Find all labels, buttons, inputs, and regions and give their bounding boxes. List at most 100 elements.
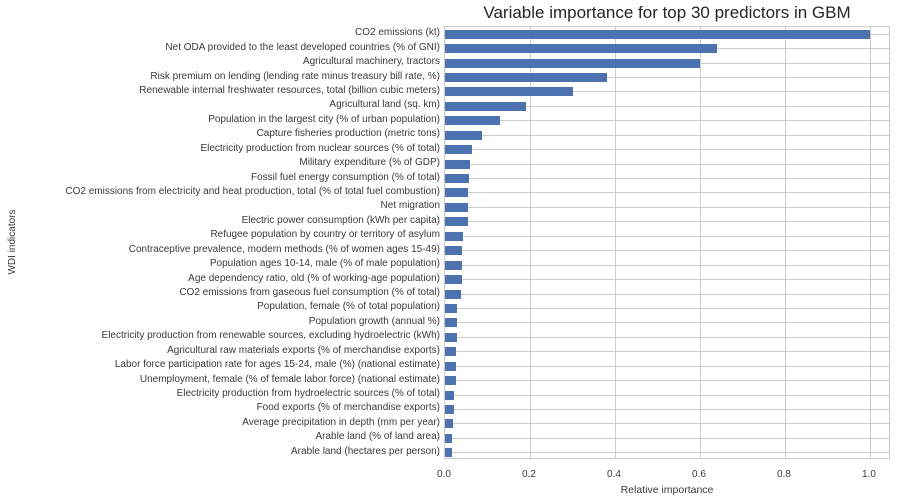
- y-tick-label: Age dependency ratio, old (% of working-…: [188, 272, 440, 284]
- y-tick-label: Arable land (% of land area): [315, 431, 440, 443]
- x-tick-label: 0.8: [777, 469, 791, 480]
- y-gridline: [445, 351, 889, 353]
- x-gridline: [785, 27, 786, 458]
- y-tick-label: Fossil fuel energy consumption (% of tot…: [251, 171, 440, 183]
- y-gridline: [445, 221, 889, 223]
- importance-bar: [445, 29, 870, 39]
- importance-bar: [445, 361, 457, 371]
- importance-bar: [445, 58, 700, 68]
- y-tick-label: Arable land (hectares per person): [291, 445, 440, 457]
- importance-bar: [445, 159, 471, 169]
- y-tick-labels: CO2 emissions (kt) Net ODA provided to th…: [0, 26, 440, 459]
- importance-bar: [445, 174, 470, 184]
- y-tick-label: Population, female (% of total populatio…: [257, 301, 440, 313]
- y-gridline: [445, 192, 889, 194]
- y-gridline: [445, 279, 889, 281]
- y-tick-label: Labor force participation rate for ages …: [114, 359, 440, 371]
- y-tick-label: Unemployment, female (% of female labor …: [139, 373, 440, 385]
- y-gridline: [445, 408, 889, 410]
- y-gridline: [445, 264, 889, 266]
- y-tick-label: Population growth (annual %): [308, 315, 440, 327]
- y-gridline: [445, 235, 889, 237]
- importance-bar: [445, 275, 462, 285]
- importance-bar: [445, 130, 482, 140]
- importance-bar: [445, 347, 457, 357]
- y-tick-label: Risk premium on lending (lending rate mi…: [150, 70, 440, 82]
- x-gridline: [870, 27, 871, 458]
- y-tick-label: Electricity production from hydroelectri…: [176, 388, 440, 400]
- x-gridline: [700, 27, 701, 458]
- y-gridline: [445, 437, 889, 439]
- y-tick-label: Renewable internal freshwater resources,…: [139, 84, 440, 96]
- importance-bar: [445, 332, 457, 342]
- y-gridline: [445, 149, 889, 151]
- y-tick-label: Military expenditure (% of GDP): [299, 157, 440, 169]
- x-gridline: [530, 27, 531, 458]
- y-tick-label: Food exports (% of merchandise exports): [256, 402, 440, 414]
- y-gridline: [445, 250, 889, 252]
- y-tick-label: CO2 emissions (kt): [354, 27, 440, 39]
- importance-bar: [445, 188, 469, 198]
- x-tick-label: 0.0: [437, 469, 451, 480]
- importance-bar: [445, 231, 463, 241]
- importance-bar: [445, 202, 468, 212]
- y-gridline: [445, 120, 889, 122]
- importance-bar: [445, 390, 455, 400]
- y-tick-label: CO2 emissions from electricity and heat …: [65, 185, 440, 197]
- y-tick-label: Refugee population by country or territo…: [210, 229, 440, 241]
- x-tick-label: 0.4: [607, 469, 621, 480]
- y-gridline: [445, 380, 889, 382]
- importance-bar: [445, 246, 463, 256]
- y-gridline: [445, 163, 889, 165]
- x-gridline: [615, 27, 616, 458]
- y-tick-label: Agricultural land (sq. km): [329, 99, 440, 111]
- y-gridline: [445, 322, 889, 324]
- y-tick-label: Population in the largest city (% of urb…: [208, 113, 440, 125]
- y-tick-label: Electricity production from renewable so…: [101, 330, 440, 342]
- importance-bar: [445, 101, 526, 111]
- y-gridline: [445, 394, 889, 396]
- y-gridline: [445, 206, 889, 208]
- importance-bar: [445, 289, 461, 299]
- y-tick-label: Average precipitation in depth (mm per y…: [242, 416, 440, 428]
- importance-bar: [445, 217, 468, 227]
- y-gridline: [445, 91, 889, 93]
- y-tick-label: Electricity production from nuclear sour…: [200, 142, 440, 154]
- y-tick-label: Capture fisheries production (metric ton…: [256, 128, 440, 140]
- y-tick-label: Contraceptive prevalence, modern methods…: [128, 243, 440, 255]
- importance-bar: [445, 44, 717, 54]
- y-gridline: [445, 336, 889, 338]
- importance-bar: [445, 260, 462, 270]
- y-tick-label: Electric power consumption (kWh per capi…: [241, 214, 440, 226]
- importance-bar: [445, 116, 501, 126]
- y-gridline: [445, 307, 889, 309]
- importance-bar: [445, 419, 454, 429]
- x-tick-label: 0.6: [692, 469, 706, 480]
- y-tick-label: Agricultural raw materials exports (% of…: [167, 344, 440, 356]
- x-axis-label: Relative importance: [620, 484, 714, 496]
- y-tick-label: Agricultural machinery, tractors: [302, 56, 440, 68]
- importance-bar: [445, 433, 453, 443]
- x-tick-label: 0.2: [522, 469, 536, 480]
- y-tick-label: CO2 emissions from gaseous fuel consumpt…: [179, 287, 440, 299]
- y-gridline: [445, 105, 889, 107]
- y-gridline: [445, 452, 889, 454]
- importance-bar: [445, 318, 458, 328]
- importance-bar: [445, 404, 454, 414]
- y-tick-label: Net migration: [380, 200, 440, 212]
- y-gridline: [445, 134, 889, 136]
- y-gridline: [445, 293, 889, 295]
- y-gridline: [445, 423, 889, 425]
- x-tick-label: 1.0: [862, 469, 876, 480]
- plot-area: [444, 26, 890, 459]
- importance-bar: [445, 145, 473, 155]
- importance-bar: [445, 303, 458, 313]
- importance-bar: [445, 376, 456, 386]
- y-gridline: [445, 77, 889, 79]
- importance-bar: [445, 73, 607, 83]
- importance-bar: [445, 87, 573, 97]
- y-gridline: [445, 178, 889, 180]
- y-gridline: [445, 365, 889, 367]
- y-tick-label: Net ODA provided to the least developed …: [165, 41, 440, 53]
